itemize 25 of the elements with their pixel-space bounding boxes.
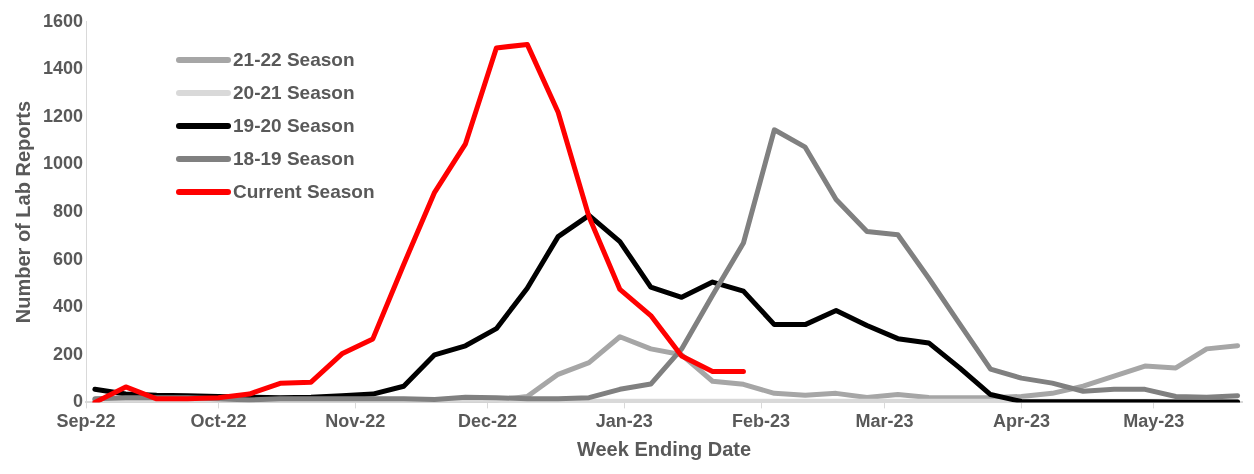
y-tick-label: 400 <box>53 296 84 317</box>
x-tick-label: Oct-22 <box>190 411 247 432</box>
x-tick-label: Mar-23 <box>855 411 914 432</box>
legend-label: 18-19 Season <box>233 148 355 171</box>
x-tick-label: Nov-22 <box>325 411 386 432</box>
y-axis-title: Number of Lab Reports <box>11 100 34 324</box>
x-tick-label: Apr-23 <box>992 411 1050 432</box>
y-tick-label: 1000 <box>43 153 84 174</box>
y-tick-label: 600 <box>53 248 84 269</box>
x-tick-label: Sep-22 <box>56 411 116 432</box>
x-tick-label: Feb-23 <box>732 411 791 432</box>
y-tick-label: 1400 <box>43 58 84 79</box>
y-tick-label: 800 <box>53 201 84 222</box>
x-tick-label: Jan-23 <box>595 411 653 432</box>
y-tick-label: 200 <box>53 343 84 364</box>
y-tick-label: 1600 <box>43 10 84 31</box>
legend-label: Current Season <box>233 181 375 204</box>
y-tick-label: 1200 <box>43 105 84 126</box>
x-tick-label: May-23 <box>1123 411 1185 432</box>
x-axis-title: Week Ending Date <box>576 437 752 460</box>
legend-label: 19-20 Season <box>233 115 355 138</box>
y-tick-label: 0 <box>73 391 84 412</box>
legend-label: 20-21 Season <box>233 82 355 105</box>
x-tick-label: Dec-22 <box>458 411 518 432</box>
legend-label: 21-22 Season <box>233 49 355 72</box>
